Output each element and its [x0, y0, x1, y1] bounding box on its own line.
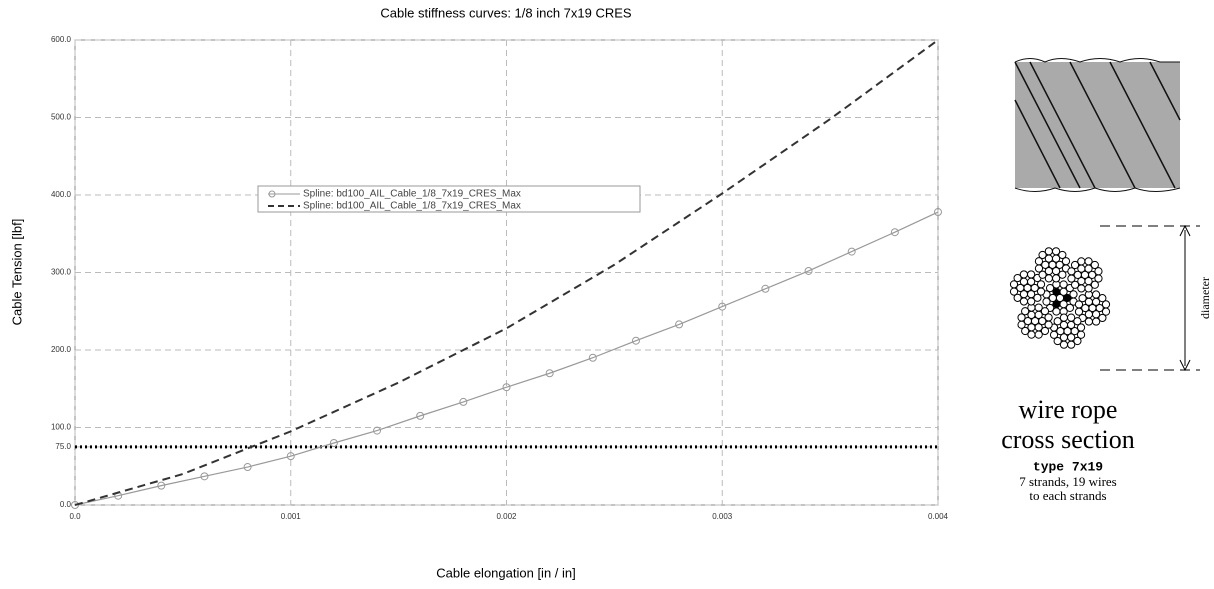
- wire: [1070, 291, 1077, 298]
- wire: [1045, 314, 1052, 321]
- wire: [1068, 275, 1075, 282]
- chart-title: Cable stiffness curves: 1/8 inch 7x19 CR…: [380, 5, 632, 20]
- y-tick-label: 75.0: [55, 442, 71, 451]
- wire: [1018, 321, 1025, 328]
- caption: type 7x19: [1033, 459, 1103, 474]
- wire: [1053, 275, 1060, 282]
- wire: [1102, 301, 1109, 308]
- x-tick-label: 0.004: [928, 512, 949, 521]
- wire: [1037, 281, 1044, 288]
- wire: [1075, 308, 1082, 315]
- caption: wire rope: [1019, 395, 1118, 424]
- y-tick-label: 500.0: [51, 113, 72, 122]
- x-axis-label: Cable elongation [in / in]: [436, 565, 575, 580]
- diameter-dimension: [1100, 226, 1200, 370]
- cross-section: [1010, 248, 1109, 349]
- wire: [1062, 258, 1069, 265]
- y-axis-label: Cable Tension [lbf]: [9, 219, 24, 326]
- caption: to each strands: [1029, 488, 1106, 503]
- rope-side-view: [1015, 59, 1180, 192]
- wire: [1020, 271, 1027, 278]
- y-tick-label: 600.0: [51, 35, 72, 44]
- x-tick-label: 0.0: [69, 512, 81, 521]
- caption: cross section: [1001, 425, 1135, 454]
- wire: [1095, 268, 1102, 275]
- caption: 7 strands, 19 wires: [1019, 474, 1117, 489]
- y-tick-label: 0.0: [60, 500, 72, 509]
- wire: [1077, 324, 1084, 331]
- wire: [1035, 265, 1042, 272]
- wire: [1060, 314, 1067, 321]
- x-tick-label: 0.003: [712, 512, 733, 521]
- wire: [1045, 248, 1052, 255]
- dimension-label: diameter: [1198, 277, 1212, 319]
- wire: [1050, 331, 1057, 338]
- wire: [1010, 288, 1017, 295]
- page: Cable stiffness curves: 1/8 inch 7x19 CR…: [0, 0, 1214, 584]
- x-tick-label: 0.001: [281, 512, 302, 521]
- y-tick-label: 300.0: [51, 268, 72, 277]
- y-tick-label: 200.0: [51, 345, 72, 354]
- wire: [1093, 318, 1100, 325]
- legend-label: Spline: bd100_AIL_Cable_1/8_7x19_CRES_Ma…: [303, 201, 521, 212]
- legend-label: Spline: bd100_AIL_Cable_1/8_7x19_CRES_Ma…: [303, 189, 521, 200]
- wire: [1028, 298, 1035, 305]
- y-tick-label: 100.0: [51, 423, 72, 432]
- wire: [1068, 341, 1075, 348]
- wire: [1043, 298, 1050, 305]
- wire: [1035, 331, 1042, 338]
- legend: Spline: bd100_AIL_Cable_1/8_7x19_CRES_Ma…: [258, 186, 640, 212]
- wire: [1085, 285, 1092, 292]
- wire: [1078, 258, 1085, 265]
- y-tick-label: 400.0: [51, 190, 72, 199]
- x-tick-label: 0.002: [496, 512, 517, 521]
